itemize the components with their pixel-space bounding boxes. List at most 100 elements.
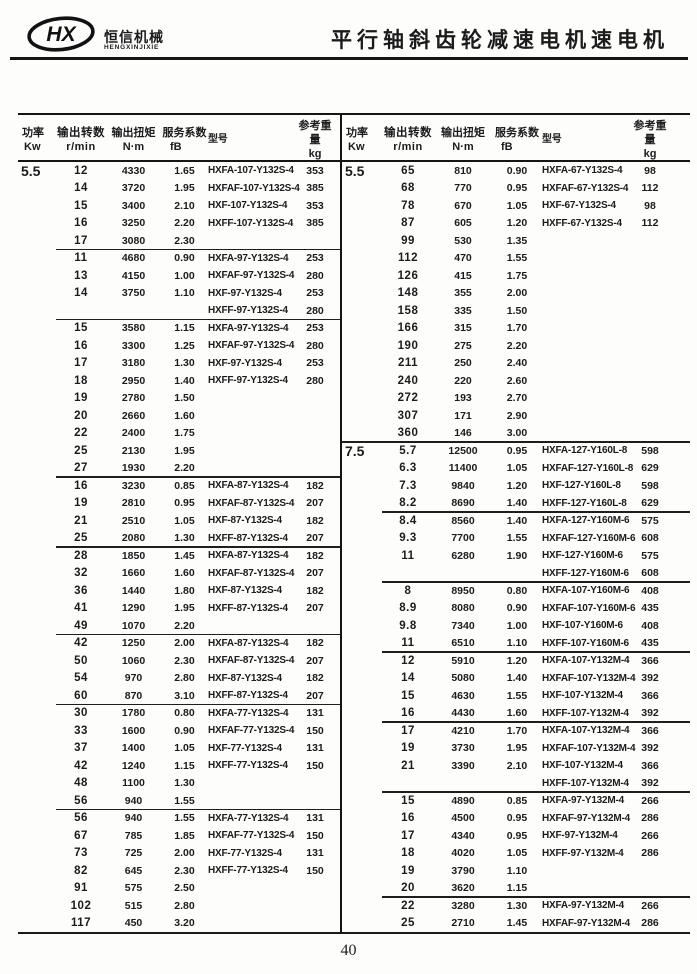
cell-output-speed: 8.9 — [399, 602, 417, 615]
cell-model: HXFAF-107-Y132M-4 — [542, 742, 636, 754]
cell-output-torque: 2950 — [121, 374, 146, 387]
table-row: 5.5 12 4330 1.65 HXFA-107-Y132S-4 353 — [18, 162, 340, 180]
cell-output-torque: 335 — [454, 304, 472, 317]
cell-model: HXF-77-Y132S-4 — [208, 742, 282, 754]
cell-service-factor: 0.95 — [506, 444, 528, 457]
cell-model: HXFF-107-Y132M-4 — [542, 777, 629, 789]
cell-output-torque: 1060 — [121, 654, 146, 667]
table-row: 60 870 3.10 HXFF-87-Y132S-4 207 — [18, 687, 340, 705]
cell-service-factor: 1.30 — [174, 777, 195, 790]
cell-output-speed: 15 — [74, 199, 88, 212]
cell-output-torque: 1290 — [121, 602, 146, 615]
cell-output-speed: 32 — [74, 567, 88, 580]
cell-weight: 131 — [306, 812, 324, 825]
cell-output-torque: 6510 — [451, 637, 475, 650]
table-row: 158 335 1.50 — [342, 302, 690, 320]
table-row: 25 2130 1.95 — [18, 442, 340, 460]
cell-service-factor: 2.80 — [174, 899, 195, 912]
cell-output-speed: 33 — [74, 724, 88, 737]
cell-model: HXFA-127-Y160L-8 — [542, 445, 628, 457]
cell-output-torque: 4500 — [451, 812, 475, 825]
cell-model: HXFF-77-Y132S-4 — [208, 865, 288, 877]
cell-model: HXFF-87-Y132S-4 — [208, 602, 288, 614]
cell-weight: 266 — [641, 899, 659, 912]
cell-model: HXFA-87-Y132S-4 — [208, 550, 289, 562]
table-body: 5.5 65 810 0.90 HXFA-67-Y132S-4 98 68 770 0.95 HX… — [342, 162, 690, 932]
cell-output-torque: 2810 — [121, 497, 146, 510]
cell-output-speed: 117 — [70, 917, 92, 930]
table-row: 14 3720 1.95 HXFAF-107-Y132S-4 385 — [18, 180, 340, 198]
cell-weight: 608 — [641, 567, 659, 580]
table-row: 91 575 2.50 — [18, 880, 340, 898]
cell-output-torque: 1780 — [121, 707, 146, 720]
cell-output-torque: 4890 — [451, 794, 475, 807]
cell-weight: 366 — [641, 654, 659, 667]
col-header-speed: 输出转数 r/min — [384, 127, 432, 153]
cell-output-speed: 99 — [401, 234, 415, 247]
cell-output-torque: 9840 — [451, 479, 475, 492]
cell-service-factor: 1.05 — [506, 847, 528, 860]
table-row: 42 1240 1.15 HXFF-77-Y132S-4 150 — [18, 757, 340, 775]
cell-model: HXFF-87-Y132S-4 — [208, 690, 288, 702]
cell-weight: 182 — [306, 479, 324, 492]
cell-model: HXFA-77-Y132S-4 — [208, 812, 289, 824]
table-row: 272 193 2.70 — [342, 390, 690, 408]
cell-service-factor: 1.15 — [174, 322, 195, 335]
cell-output-torque: 725 — [124, 847, 143, 860]
cell-output-speed: 56 — [74, 812, 88, 825]
table-row: 307 171 2.90 — [342, 407, 690, 425]
cell-weight: 608 — [641, 532, 659, 545]
table-row: 82 645 2.30 HXFF-77-Y132S-4 150 — [18, 862, 340, 880]
cell-weight: 598 — [641, 444, 659, 457]
cell-model: HXFAF-107-Y132M-4 — [542, 672, 636, 684]
cell-model: HXFA-107-Y160M-6 — [542, 585, 630, 597]
cell-output-speed: 73 — [74, 847, 88, 860]
cell-output-speed: 67 — [74, 829, 88, 842]
cell-service-factor: 1.45 — [174, 549, 195, 562]
cell-output-torque: 3620 — [451, 882, 475, 895]
table-row: 17 4340 0.95 HXF-97-Y132M-4 266 — [342, 827, 690, 845]
cell-output-speed: 166 — [397, 322, 419, 335]
cell-model: HXF-97-Y132S-4 — [208, 287, 282, 299]
cell-output-speed: 48 — [74, 777, 88, 790]
cell-output-torque: 5080 — [451, 672, 475, 685]
cell-output-speed: 21 — [401, 759, 415, 772]
cell-output-torque: 2710 — [451, 917, 475, 930]
cell-service-factor: 1.70 — [506, 724, 528, 737]
cell-output-speed: 7.3 — [399, 479, 417, 492]
cell-weight: 629 — [641, 497, 659, 510]
cell-output-speed: 17 — [401, 724, 415, 737]
table-row: 19 3790 1.10 — [342, 862, 690, 880]
cell-service-factor: 1.55 — [174, 812, 195, 825]
cell-output-speed: 11 — [74, 252, 88, 265]
cell-service-factor: 2.30 — [174, 234, 195, 247]
table-row: 13 4150 1.00 HXFAF-97-Y132S-4 280 — [18, 267, 340, 285]
cell-service-factor: 1.60 — [506, 707, 528, 720]
cell-service-factor: 1.30 — [174, 532, 195, 545]
table-row: 14 5080 1.40 HXFAF-107-Y132M-4 392 — [342, 670, 690, 688]
table-row: 16 3230 0.85 HXFA-87-Y132S-4 182 — [18, 476, 340, 495]
cell-output-torque: 3180 — [121, 357, 146, 370]
cell-output-speed: 240 — [397, 374, 419, 387]
cell-output-speed: 16 — [401, 707, 415, 720]
cell-model: HXFAF-97-Y132M-4 — [542, 917, 630, 929]
cell-output-torque: 1600 — [121, 724, 146, 737]
cell-weight: 131 — [306, 707, 324, 720]
cell-service-factor: 1.95 — [174, 602, 195, 615]
cell-service-factor: 0.95 — [174, 497, 195, 510]
cell-output-torque: 193 — [454, 392, 472, 405]
table-row: 73 725 2.00 HXF-77-Y132S-4 131 — [18, 845, 340, 863]
cell-output-torque: 605 — [454, 217, 472, 230]
cell-weight: 112 — [641, 217, 659, 230]
cell-service-factor: 1.10 — [506, 637, 528, 650]
cell-service-factor: 1.10 — [506, 864, 528, 877]
cell-output-speed: 19 — [74, 392, 88, 405]
cell-model: HXFAF-107-Y160M-6 — [542, 602, 636, 614]
cell-output-speed: 148 — [397, 287, 419, 300]
cell-output-torque: 3250 — [121, 217, 146, 230]
page-header: HX 恒信机械 HENGXINJIXIE 平行轴斜齿轮减速电机速电机 — [0, 0, 697, 60]
cell-output-torque: 810 — [454, 164, 472, 177]
title-rule — [10, 57, 688, 60]
cell-output-torque: 4020 — [451, 847, 475, 860]
cell-output-torque: 3580 — [121, 322, 146, 335]
